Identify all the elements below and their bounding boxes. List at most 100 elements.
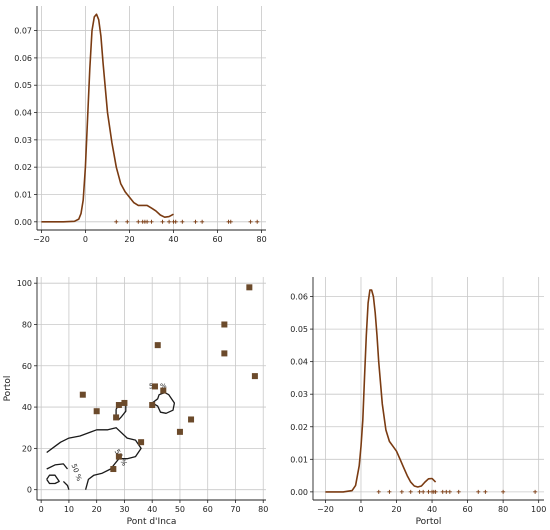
rug-marker bbox=[193, 219, 198, 224]
x-tick-label: 0 bbox=[83, 235, 88, 244]
x-tick-label: 30 bbox=[119, 505, 129, 514]
rug-marker bbox=[255, 219, 260, 224]
x-tick-label: 20 bbox=[124, 235, 134, 244]
scatter-point bbox=[221, 321, 228, 328]
x-tick-label: 60 bbox=[462, 505, 472, 514]
rug-marker bbox=[444, 489, 449, 494]
kde-panel-top-left: −20 0 20 40 60 80 0.00 0.01 0.02 0.03 0.04 0.05 0.06… bbox=[14, 6, 267, 244]
x-tick-label: 10 bbox=[64, 505, 74, 514]
rug-marker bbox=[228, 219, 233, 224]
rug-marker bbox=[136, 219, 141, 224]
y-tick-label: 0 bbox=[27, 486, 32, 495]
x-tick-label: 0 bbox=[39, 505, 44, 514]
rug-marker bbox=[426, 489, 431, 494]
x-tick-label: 20 bbox=[92, 505, 102, 514]
kde-density-line bbox=[325, 289, 437, 493]
y-tick-label: 0.00 bbox=[14, 218, 32, 227]
density-contour bbox=[46, 463, 69, 470]
rug-marker bbox=[376, 489, 381, 494]
y-tick-label: 0.01 bbox=[14, 190, 32, 199]
scatter-point bbox=[246, 284, 253, 291]
x-tick-label: 60 bbox=[212, 235, 222, 244]
kde-panel-bottom-right: −20 0 20 40 60 80 100 0.00 0.01 0.02 0.03 0.04 0.05 0… bbox=[290, 277, 546, 527]
y-tick-label: 40 bbox=[22, 403, 32, 412]
scatter-point bbox=[110, 466, 117, 473]
x-tick-label: 40 bbox=[168, 235, 178, 244]
scatter-point bbox=[176, 428, 183, 435]
rug-marker bbox=[456, 489, 461, 494]
scatter-point bbox=[138, 439, 145, 446]
rug-marker bbox=[149, 219, 154, 224]
y-tick-label: 0.04 bbox=[14, 109, 32, 118]
y-tick-label: 80 bbox=[22, 320, 32, 329]
density-contour bbox=[62, 480, 70, 490]
rug-marker bbox=[501, 489, 506, 494]
x-tick-label: 60 bbox=[203, 505, 213, 514]
rug-marker bbox=[483, 489, 488, 494]
scatter-contour-panel: 0 10 20 30 40 50 60 70 80 0 20 40 60 80 100 Pont d'Inca… bbox=[3, 277, 268, 527]
y-tick-label: 100 bbox=[17, 279, 32, 288]
density-contour bbox=[151, 391, 176, 414]
x-tick-label: −20 bbox=[33, 235, 50, 244]
rug-marker bbox=[160, 219, 165, 224]
x-tick-label: 80 bbox=[498, 505, 508, 514]
y-tick-label: 0.00 bbox=[290, 488, 308, 497]
x-axis-label: Pont d'Inca bbox=[127, 517, 177, 527]
x-tick-label: 50 bbox=[175, 505, 185, 514]
y-tick-label: 0.03 bbox=[14, 136, 32, 145]
y-axis-label: Portol bbox=[3, 376, 13, 402]
x-tick-label: −20 bbox=[317, 505, 334, 514]
x-tick-label: 40 bbox=[147, 505, 157, 514]
y-tick-label: 0.05 bbox=[14, 81, 32, 90]
rug-marker bbox=[476, 489, 481, 494]
x-tick-label: 40 bbox=[427, 505, 437, 514]
scatter-point bbox=[121, 399, 128, 406]
rug-marker bbox=[145, 219, 150, 224]
y-tick-label: 0.06 bbox=[290, 293, 308, 302]
scatter-point bbox=[251, 373, 258, 380]
rug-marker bbox=[399, 489, 404, 494]
scatter-point bbox=[154, 342, 161, 349]
x-tick-label: 70 bbox=[230, 505, 240, 514]
kde-density-line bbox=[41, 13, 174, 223]
rug-marker bbox=[440, 489, 445, 494]
x-tick-label: 100 bbox=[531, 505, 546, 514]
rug-marker bbox=[533, 489, 538, 494]
scatter-point bbox=[115, 402, 122, 409]
rug-marker bbox=[248, 219, 253, 224]
y-tick-label: 0.06 bbox=[14, 54, 32, 63]
rug-marker bbox=[387, 489, 392, 494]
scatter-point bbox=[79, 391, 86, 398]
rug-marker bbox=[125, 219, 130, 224]
y-tick-label: 20 bbox=[22, 444, 32, 453]
y-tick-label: 0.04 bbox=[290, 358, 308, 367]
rug-marker bbox=[433, 489, 438, 494]
scatter-point bbox=[221, 350, 228, 357]
y-tick-label: 60 bbox=[22, 362, 32, 371]
rug-marker bbox=[173, 219, 178, 224]
scatter-point bbox=[115, 453, 122, 460]
rug-marker bbox=[180, 219, 185, 224]
x-tick-label: 80 bbox=[257, 235, 267, 244]
x-tick-label: 0 bbox=[358, 505, 363, 514]
scatter-point bbox=[188, 416, 195, 423]
y-tick-label: 0.07 bbox=[14, 27, 32, 36]
y-tick-label: 0.03 bbox=[290, 390, 308, 399]
scatter-point bbox=[151, 383, 158, 390]
x-tick-label: 20 bbox=[391, 505, 401, 514]
y-tick-label: 0.02 bbox=[14, 163, 32, 172]
rug-marker bbox=[167, 219, 172, 224]
y-tick-label: 0.05 bbox=[290, 325, 308, 334]
rug-marker bbox=[417, 489, 422, 494]
rug-marker bbox=[421, 489, 426, 494]
scatter-point bbox=[149, 402, 156, 409]
x-axis-label: Portol bbox=[416, 517, 442, 527]
contour-label: 50 % bbox=[70, 463, 84, 483]
rug-marker bbox=[447, 489, 452, 494]
x-tick-label: 80 bbox=[258, 505, 268, 514]
density-contour bbox=[46, 474, 60, 485]
y-tick-label: 0.01 bbox=[290, 455, 308, 464]
scatter-point bbox=[93, 408, 100, 415]
density-contour bbox=[46, 427, 142, 490]
